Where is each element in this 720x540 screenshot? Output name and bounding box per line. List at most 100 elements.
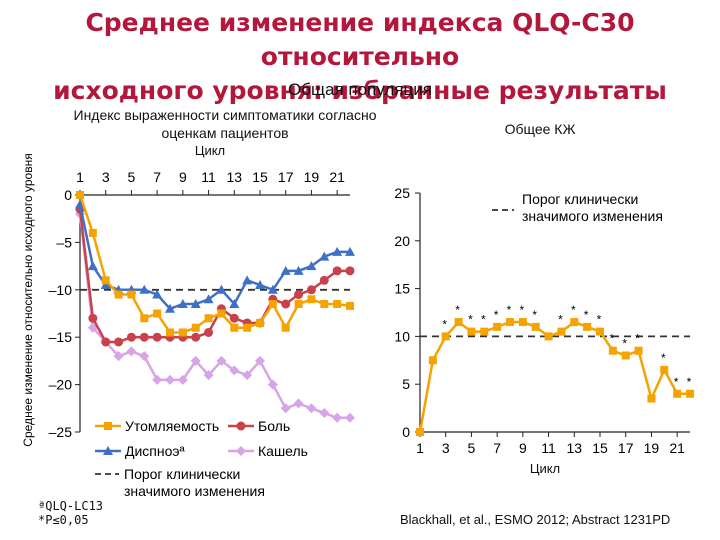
- legend-marker-3: [103, 446, 113, 455]
- series-1-point: [268, 300, 277, 309]
- series-3-point: [139, 284, 150, 294]
- series-1-point: [294, 300, 303, 309]
- series-1-point: [101, 276, 110, 285]
- series-3-point: [255, 280, 265, 290]
- qol-point: [647, 394, 656, 403]
- significance-asterisk: *: [597, 313, 602, 327]
- significance-asterisk: *: [442, 317, 447, 331]
- series-3-point: [152, 289, 163, 299]
- series-2-point: [88, 313, 98, 323]
- right-y-tick-label: 20: [394, 233, 410, 249]
- series-4-point: [229, 365, 240, 376]
- left-x-tick-label: 11: [201, 169, 216, 185]
- right-x-tick-label: 1: [416, 440, 424, 456]
- series-4-point: [165, 374, 175, 385]
- series-2-point: [126, 332, 136, 342]
- series-3-point: [306, 261, 317, 271]
- series-3-point: [293, 265, 304, 275]
- left-x-tick-label: 21: [329, 169, 345, 185]
- series-2-point: [152, 332, 162, 342]
- series-2-point: [101, 337, 111, 347]
- right-x-tick-label: 3: [442, 440, 450, 456]
- right-x-tick-label: 13: [566, 440, 582, 456]
- series-4-point: [319, 408, 330, 419]
- legend-threshold-label-2: значимого изменения: [124, 483, 265, 499]
- qol-point: [544, 332, 553, 341]
- legend-label-2: Боль: [258, 418, 290, 434]
- series-2-point: [306, 285, 316, 295]
- series-3-point: [229, 299, 240, 309]
- left-x-tick-label: 9: [179, 169, 187, 185]
- left-y-tick-label: –15: [49, 329, 73, 345]
- qol-point: [557, 327, 566, 336]
- series-2-point: [139, 332, 149, 342]
- left-x-tick-label: 17: [278, 169, 294, 185]
- series-3-point: [242, 275, 253, 285]
- significance-asterisk: *: [507, 303, 512, 317]
- qol-point: [416, 428, 424, 436]
- series-line-3: [78, 204, 350, 311]
- series-4-point: [203, 370, 214, 381]
- significance-asterisk: *: [558, 313, 563, 327]
- series-3-point: [100, 280, 111, 290]
- slide-title: Среднее изменение индекса QLQ-C30 относи…: [0, 6, 720, 108]
- series-2-point: [114, 337, 124, 347]
- footnote-pvalue: *P≤0,05: [38, 513, 89, 527]
- significance-asterisk: *: [520, 303, 525, 317]
- right-chart-title: Общее КЖ: [504, 121, 576, 137]
- series-4-point: [190, 355, 201, 366]
- series-3-point: [280, 265, 291, 275]
- qol-point: [634, 346, 643, 355]
- right-x-tick-label: 7: [493, 440, 501, 456]
- significance-asterisk: *: [610, 332, 615, 346]
- series-1-point: [256, 318, 264, 327]
- significance-asterisk: *: [674, 375, 679, 389]
- series-1-point: [204, 314, 213, 323]
- legend-threshold-label-1: Порог клинически: [124, 466, 240, 482]
- qol-point: [596, 327, 604, 336]
- right-y-tick-label: 5: [402, 376, 410, 392]
- series-4-point: [242, 370, 253, 381]
- qol-point: [441, 332, 450, 341]
- qol-point: [531, 322, 540, 331]
- series-2-point: [294, 290, 304, 300]
- qol-point: [583, 322, 592, 331]
- left-y-tick-label: –5: [56, 234, 72, 250]
- slide-title-line-1: Среднее изменение индекса QLQ-C30 относи…: [85, 8, 635, 71]
- left-x-tick-label: 15: [252, 169, 268, 185]
- series-1-point: [114, 290, 123, 299]
- left-chart-title: Индекс выраженности симптоматики согласн…: [73, 107, 377, 141]
- right-y-tick-label: 15: [394, 281, 410, 297]
- footnote-qlq: ªQLQ-LC13: [38, 499, 104, 513]
- series-4-point: [332, 412, 343, 423]
- significance-asterisk: *: [455, 303, 460, 317]
- significance-asterisk: *: [661, 351, 666, 365]
- right-x-tick-label: 15: [592, 440, 608, 456]
- series-2-point: [229, 313, 239, 323]
- left-y-tick-label: –10: [49, 282, 73, 298]
- right-legend-threshold-label-2: значимого изменения: [522, 208, 663, 224]
- qol-point: [621, 351, 630, 360]
- left-y-tick-label: –25: [49, 424, 73, 440]
- series-1-point: [333, 300, 342, 309]
- series-3-point: [203, 294, 214, 304]
- series-2-point: [204, 327, 214, 337]
- qol-point: [493, 322, 502, 331]
- qol-series-line: [418, 320, 690, 433]
- qol-point: [608, 346, 617, 355]
- series-3-point: [165, 303, 175, 313]
- series-line-2: [78, 209, 350, 344]
- series-1-point: [191, 323, 200, 332]
- significance-asterisk: *: [468, 313, 473, 327]
- series-4-point: [306, 403, 317, 414]
- series-4-point: [293, 398, 304, 409]
- series-4-point: [126, 346, 137, 357]
- series-4-point: [139, 351, 150, 362]
- series-4-point: [280, 403, 291, 414]
- significance-asterisk: *: [687, 375, 692, 389]
- series-1-point: [230, 323, 239, 332]
- qol-point: [570, 318, 579, 327]
- series-3-point: [177, 299, 188, 309]
- series-4-point: [177, 374, 188, 385]
